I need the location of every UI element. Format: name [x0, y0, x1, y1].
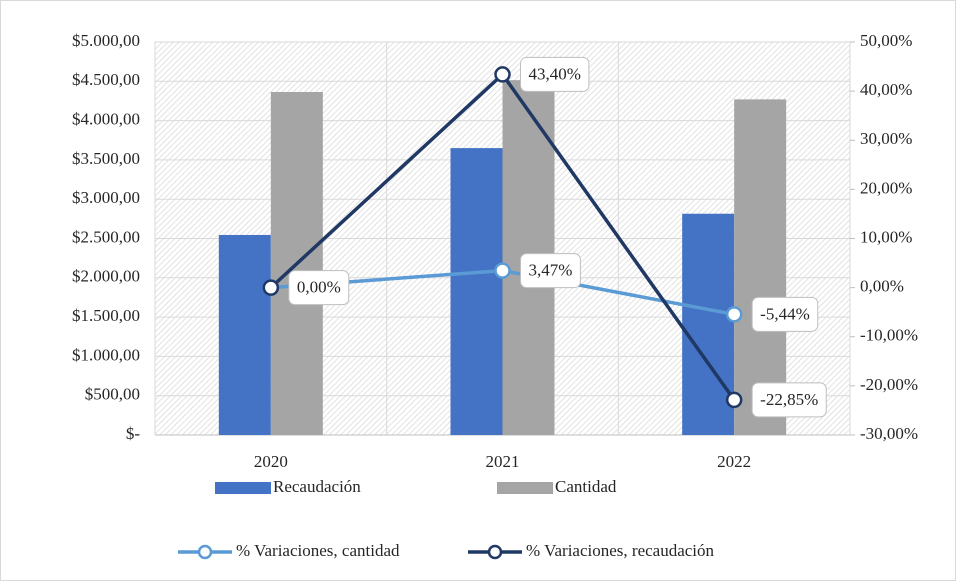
y2-tick-label: -20,00%: [860, 375, 918, 394]
legend-marker: [487, 544, 503, 560]
data-label: 0,00%: [288, 270, 350, 306]
data-label-text: 0,00%: [297, 278, 341, 297]
line-marker: [262, 279, 280, 296]
y2-tick-label: 30,00%: [860, 129, 912, 148]
y-tick-label: $3.000,00: [72, 188, 140, 207]
y-tick-label: $1.500,00: [72, 306, 140, 325]
legend-label: % Variaciones, cantidad: [236, 541, 400, 560]
y-tick-label: $-: [126, 424, 141, 443]
legend-label: Cantidad: [555, 477, 617, 496]
y-tick-label: $3.500,00: [72, 149, 140, 168]
y-tick-label: $2.000,00: [72, 267, 140, 286]
line-marker: [725, 391, 743, 409]
y2-tick-label: 50,00%: [860, 31, 912, 50]
bar: [734, 99, 787, 436]
y-tick-label: $5.000,00: [72, 31, 140, 50]
legend-item: % Variaciones, cantidad: [178, 541, 400, 560]
y2-tick-label: 0,00%: [860, 277, 904, 296]
y-tick-label: $500,00: [85, 385, 140, 404]
legend-item: Recaudación: [215, 477, 361, 496]
data-label: 43,40%: [520, 56, 590, 92]
y2-tick-label: 20,00%: [860, 178, 912, 197]
data-label: -22,85%: [751, 382, 827, 418]
data-label-box: [288, 270, 350, 306]
y-tick-label: $2.500,00: [72, 227, 140, 246]
data-label-box: [751, 382, 827, 418]
y-tick-label: $4.000,00: [72, 110, 140, 129]
legend-marker: [197, 544, 213, 560]
y2-tick-label: -10,00%: [860, 326, 918, 345]
bar: [450, 148, 503, 436]
legend-label: Recaudación: [273, 477, 361, 496]
data-label-box: [751, 296, 819, 332]
line-marker: [494, 66, 511, 83]
y-tick-label: $1.000,00: [72, 345, 140, 364]
data-label-text: -22,85%: [760, 390, 818, 409]
legend-swatch: [497, 482, 553, 494]
data-label-text: 43,40%: [529, 64, 581, 83]
data-label-box: [520, 253, 581, 289]
y2-tick-label: 40,00%: [860, 80, 912, 99]
bar: [218, 234, 271, 435]
legend-swatch: [215, 482, 271, 494]
x-tick-label: 2021: [486, 452, 520, 471]
legend-item: Cantidad: [497, 477, 617, 496]
line-marker: [725, 306, 743, 323]
legend-label: % Variaciones, recaudación: [526, 541, 715, 560]
data-label: 3,47%: [520, 253, 581, 289]
x-tick-label: 2020: [254, 452, 288, 471]
data-label-text: -5,44%: [760, 304, 810, 323]
x-tick-label: 2022: [717, 452, 751, 471]
legend-item: % Variaciones, recaudación: [468, 541, 715, 560]
y-tick-label: $4.500,00: [72, 70, 140, 89]
bar: [682, 213, 735, 435]
data-label-box: [520, 56, 590, 92]
data-label: -5,44%: [751, 296, 819, 332]
data-label-text: 3,47%: [529, 260, 573, 279]
y2-tick-label: -30,00%: [860, 424, 918, 443]
line-marker: [494, 262, 511, 279]
y2-tick-label: 10,00%: [860, 227, 912, 246]
